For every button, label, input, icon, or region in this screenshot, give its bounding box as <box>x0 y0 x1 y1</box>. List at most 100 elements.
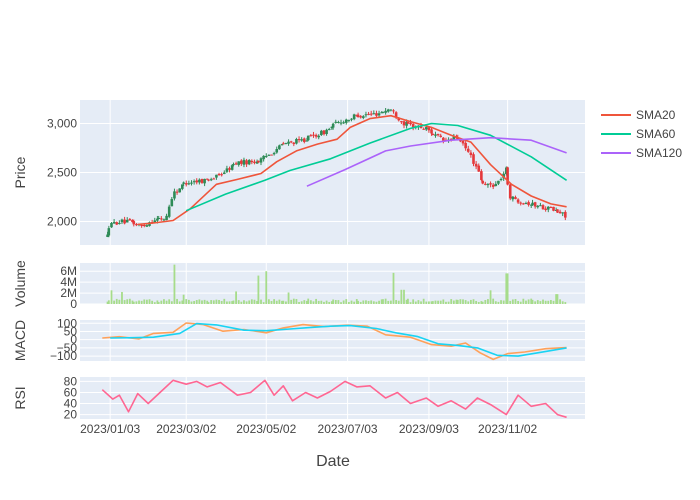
volume-bar <box>187 299 190 304</box>
legend-item-sma20[interactable]: SMA20 <box>601 108 676 122</box>
signal-line <box>110 322 567 357</box>
volume-bar <box>309 300 312 304</box>
candle <box>107 225 111 238</box>
candle <box>472 152 475 167</box>
volume-bar <box>195 300 198 304</box>
volume-bar <box>420 301 422 304</box>
candle <box>489 181 492 188</box>
candle <box>474 161 478 170</box>
volume-bar <box>323 301 325 304</box>
volume-bar <box>564 302 567 304</box>
candle <box>392 109 395 114</box>
volume-bar <box>375 301 378 304</box>
x-tick-label: 2023/01/03 <box>80 422 140 436</box>
volume-bar <box>340 302 342 304</box>
candle <box>245 158 248 167</box>
candle <box>280 143 284 146</box>
candle <box>250 159 254 165</box>
volume-bar <box>428 301 430 304</box>
volume-bar <box>464 300 467 304</box>
volume-bar <box>237 300 240 304</box>
candle <box>322 130 326 136</box>
macd-y-tick-label: 100 <box>57 316 77 330</box>
volume-plot-area <box>80 263 585 304</box>
volume-bar <box>143 299 146 304</box>
volume-bar <box>556 294 559 304</box>
candle <box>237 161 241 167</box>
legend-item-sma120[interactable]: SMA120 <box>601 146 682 160</box>
candle <box>367 111 370 116</box>
candle <box>519 201 523 206</box>
volume-marks <box>106 264 567 304</box>
candle <box>552 206 555 212</box>
candle <box>469 150 473 158</box>
candle <box>327 127 331 131</box>
macd-y-tick-label: 0 <box>70 333 77 347</box>
candle <box>362 115 365 120</box>
volume-bar <box>262 302 265 304</box>
volume-bar <box>439 300 442 304</box>
volume-bar <box>210 300 213 304</box>
volume-bar <box>362 300 365 304</box>
volume-bar <box>198 299 201 304</box>
candle <box>110 222 113 228</box>
volume-bar <box>131 300 134 304</box>
candle <box>350 118 353 122</box>
volume-bar <box>469 299 472 304</box>
candle <box>386 108 390 113</box>
candle <box>157 215 161 220</box>
volume-bar <box>267 299 270 304</box>
legend-item-sma60[interactable]: SMA60 <box>601 127 676 141</box>
volume-bar <box>514 299 517 304</box>
candle <box>264 153 268 158</box>
rsi-y-axis-title: RSI <box>12 386 28 409</box>
volume-bar <box>384 298 387 304</box>
candle <box>187 180 191 186</box>
candle <box>272 151 276 156</box>
volume-bar <box>282 300 285 304</box>
candle <box>289 140 293 144</box>
candle <box>302 137 306 144</box>
volume-bar <box>303 300 306 304</box>
candle <box>524 201 528 205</box>
volume-bar <box>106 301 109 304</box>
volume-bar <box>153 302 156 304</box>
volume-bar <box>118 299 121 304</box>
volume-bar <box>531 299 534 304</box>
volume-bar <box>290 299 293 304</box>
macd-y-tick-label: 50 <box>64 324 78 338</box>
candle <box>178 188 181 193</box>
volume-bar <box>405 299 408 304</box>
candle <box>112 219 116 224</box>
candle <box>506 166 509 186</box>
candle <box>561 212 565 217</box>
candle <box>184 180 188 187</box>
volume-bar <box>232 300 235 304</box>
candle <box>128 218 132 221</box>
candle <box>544 206 547 212</box>
volume-bar <box>372 301 375 304</box>
volume-bar <box>132 301 135 304</box>
volume-bar <box>417 300 420 304</box>
candle <box>253 159 256 165</box>
candle <box>207 179 210 182</box>
volume-bar <box>378 300 380 304</box>
candle <box>217 172 221 176</box>
candle <box>497 180 500 186</box>
x-axis-title: Date <box>316 453 350 470</box>
volume-bar <box>350 300 353 304</box>
volume-bar <box>220 300 223 304</box>
candle <box>499 177 503 182</box>
candle <box>314 133 318 139</box>
candle <box>344 118 348 125</box>
volume-bar <box>527 299 530 304</box>
volume-bar <box>176 298 178 304</box>
volume-bar <box>228 301 231 304</box>
candle <box>539 202 542 207</box>
volume-bar <box>312 301 315 304</box>
candle <box>257 160 260 164</box>
candle <box>330 126 334 130</box>
candle <box>430 127 433 136</box>
candle <box>431 133 435 136</box>
volume-bar <box>235 291 237 304</box>
